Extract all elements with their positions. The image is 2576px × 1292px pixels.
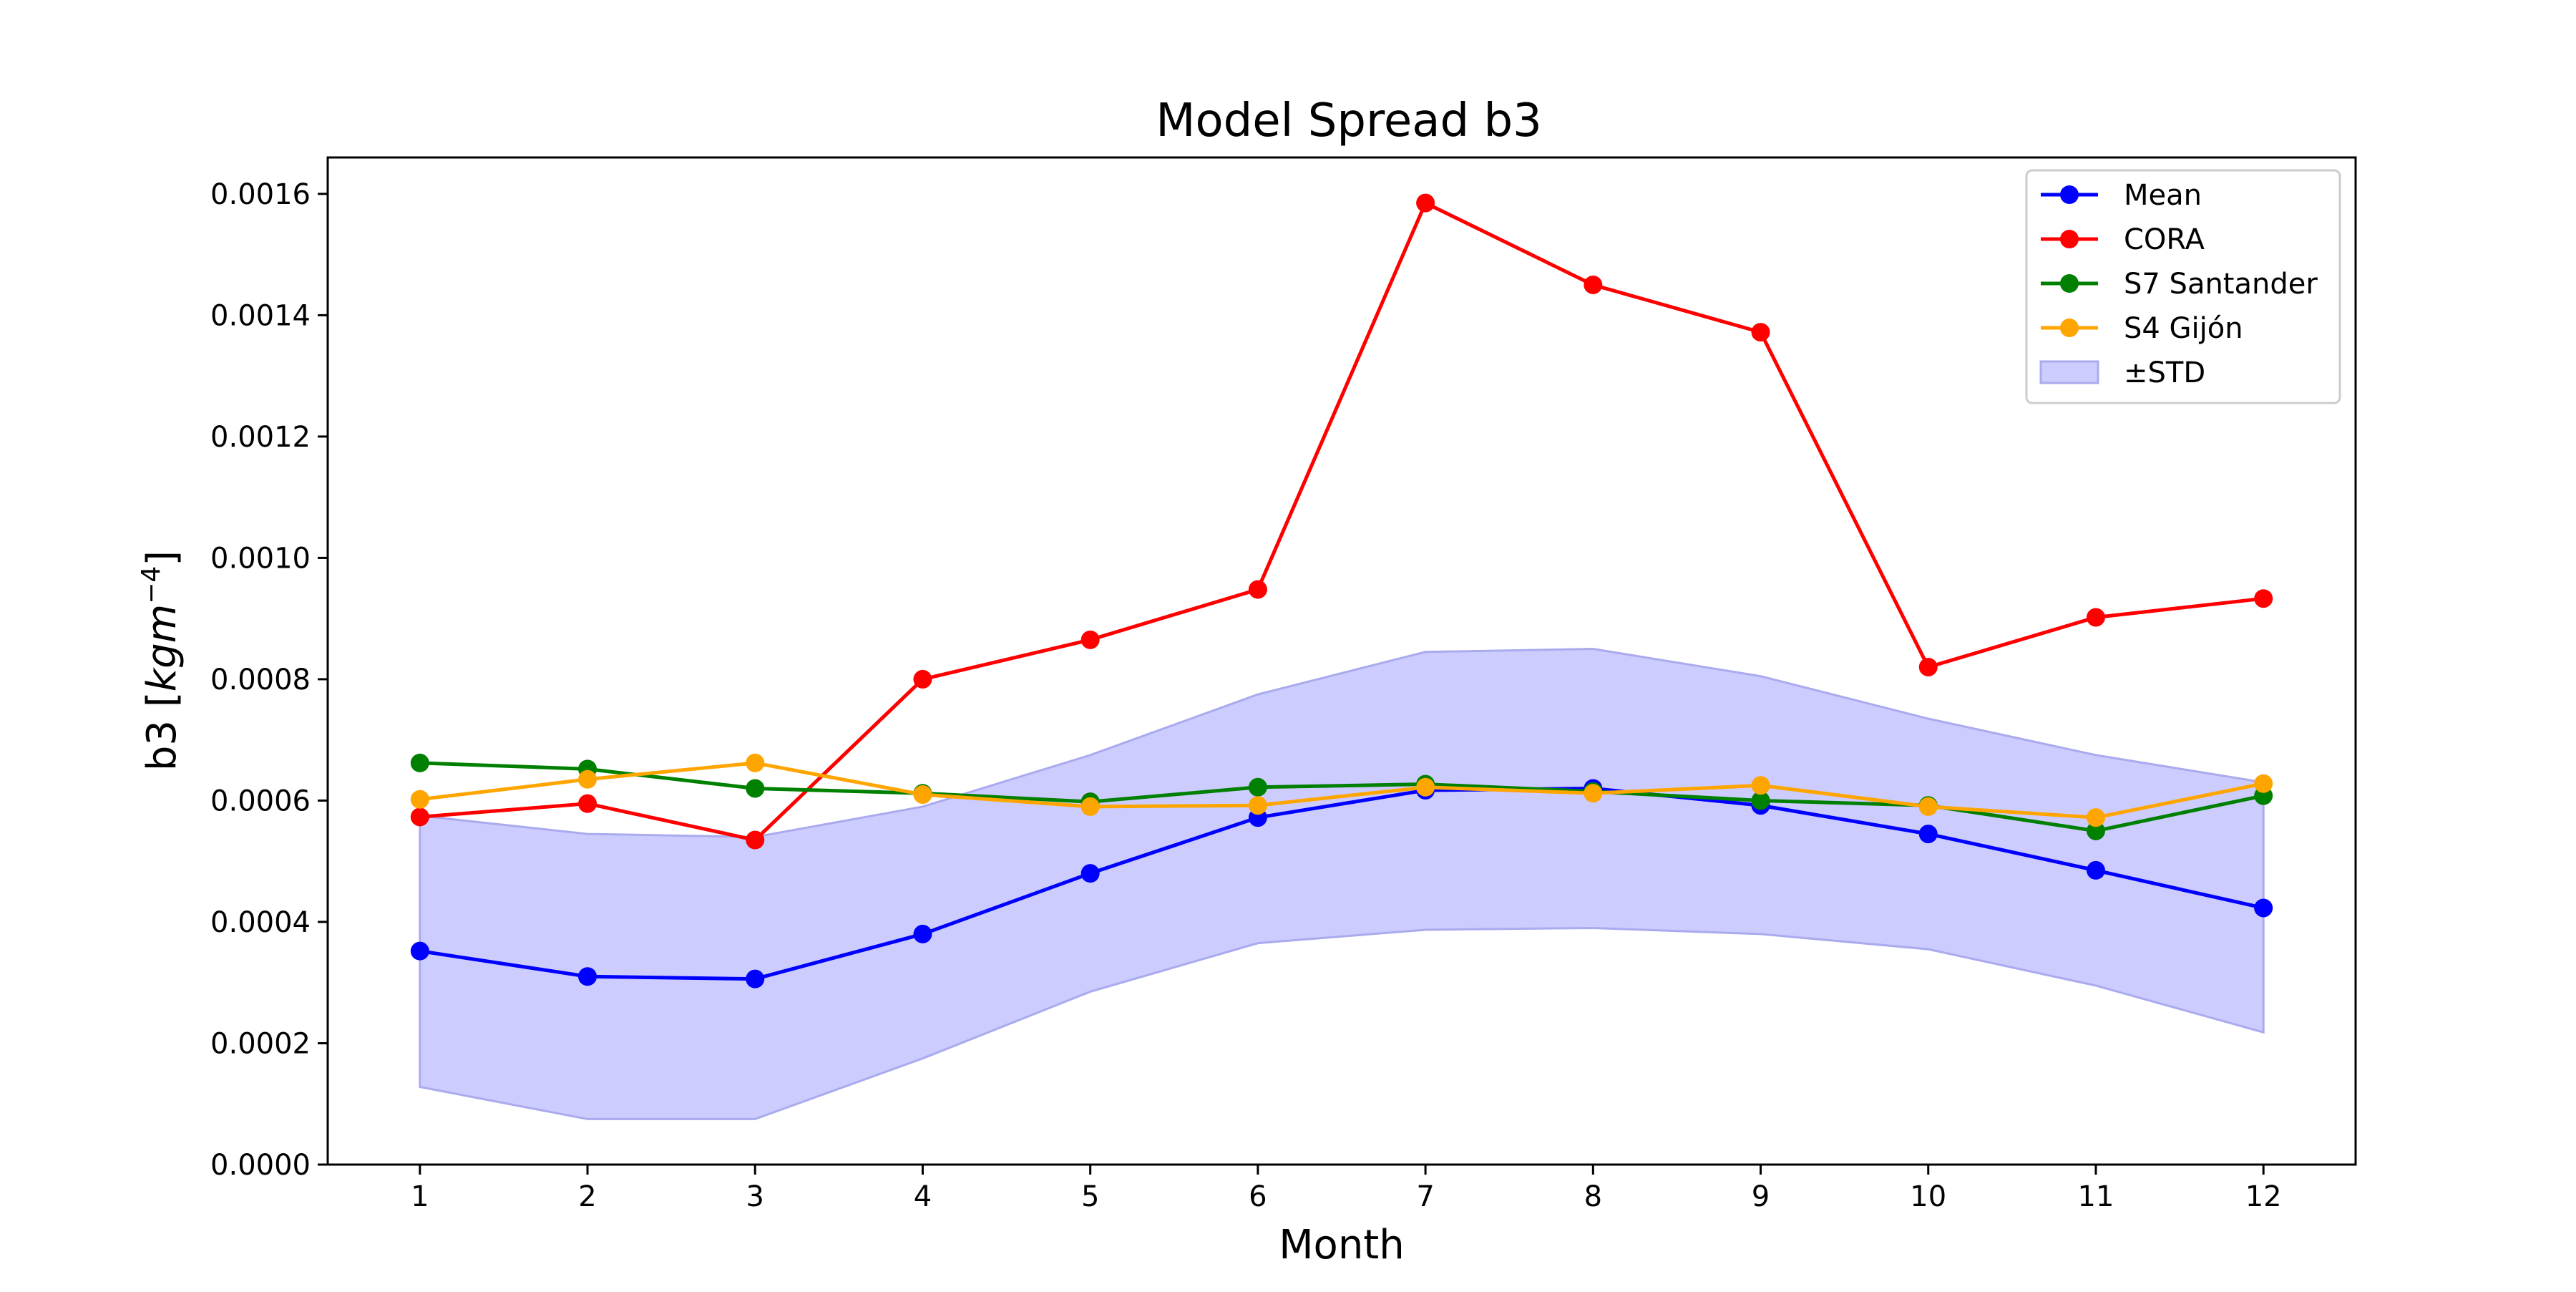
data-point	[913, 924, 932, 943]
legend-label: S7 Santander	[2124, 268, 2318, 301]
data-point	[746, 969, 765, 989]
data-point	[1584, 784, 1603, 803]
x-tick-label: 7	[1416, 1180, 1434, 1213]
data-point	[1918, 797, 1938, 816]
series-line	[419, 201, 2264, 842]
y-tick-label: 0.0006	[210, 785, 311, 817]
x-tick-label: 1	[411, 1180, 429, 1213]
y-axis-label-unit: kgm	[139, 604, 185, 692]
y-axis-ticks: 0.0000 0.0002 0.0004 0.0006 0.0008 0.0010 0.00…	[210, 178, 328, 1182]
legend: Mean CORA S7 Santander S4 Gijón ±STD	[2025, 169, 2341, 404]
data-point	[1080, 630, 1100, 649]
data-point	[1248, 580, 1267, 599]
series-layer	[410, 193, 2273, 989]
x-tick-label: 10	[1910, 1180, 1946, 1213]
legend-label: ±STD	[2124, 356, 2205, 389]
data-point	[1751, 791, 1770, 810]
legend-items: Mean CORA S7 Santander S4 Gijón ±STD	[2039, 179, 2318, 389]
data-point	[1751, 776, 1770, 795]
y-tick-label: 0.0016	[210, 178, 311, 211]
data-point	[746, 753, 765, 772]
y-axis-label-main: b3 [	[139, 691, 185, 771]
legend-marker	[2060, 185, 2079, 204]
data-point	[578, 967, 597, 986]
data-point	[2254, 589, 2273, 608]
data-point	[410, 807, 429, 827]
data-point	[1080, 797, 1100, 816]
data-point	[1248, 796, 1267, 815]
data-point	[2086, 821, 2105, 840]
data-point	[2086, 608, 2105, 627]
legend-label: CORA	[2124, 223, 2205, 256]
data-point	[2086, 860, 2105, 880]
legend-marker	[2060, 319, 2079, 337]
data-point	[746, 779, 765, 798]
data-point	[1584, 275, 1603, 294]
std-band	[419, 648, 2265, 1120]
x-tick-label: 5	[1081, 1180, 1099, 1213]
x-tick-label: 9	[1752, 1180, 1770, 1213]
data-point	[1918, 657, 1938, 676]
data-point	[1751, 323, 1770, 342]
data-point	[1080, 864, 1100, 883]
x-axis-label: Month	[1279, 1222, 1405, 1268]
legend-band-swatch	[2039, 360, 2099, 384]
x-tick-label: 8	[1584, 1180, 1602, 1213]
std-band-layer	[419, 648, 2265, 1120]
data-point	[1416, 193, 1435, 213]
y-tick-label: 0.0002	[210, 1027, 311, 1060]
y-tick-label: 0.0004	[210, 906, 311, 939]
data-point	[1248, 777, 1267, 797]
data-point	[410, 790, 429, 809]
data-point	[2254, 774, 2273, 793]
data-point	[578, 769, 597, 789]
data-point	[2254, 898, 2273, 918]
data-point	[1918, 825, 1938, 844]
series-3	[410, 753, 2273, 827]
chart-title: Model Spread b3	[1156, 94, 1542, 147]
legend-entry: S7 Santander	[2041, 268, 2318, 301]
legend-marker	[2060, 274, 2079, 293]
x-tick-label: 3	[746, 1180, 764, 1213]
legend-entry: CORA	[2041, 223, 2205, 256]
x-tick-label: 4	[914, 1180, 932, 1213]
y-tick-label: 0.0014	[210, 299, 311, 332]
y-axis-label: b3 [kgm−4]	[137, 550, 185, 771]
series-0	[410, 779, 2273, 989]
data-point	[913, 785, 932, 804]
x-tick-label: 2	[578, 1180, 596, 1213]
data-point	[1416, 777, 1435, 797]
legend-entry: Mean	[2041, 179, 2202, 212]
plot-frame	[326, 156, 2357, 1166]
series-line	[419, 786, 2264, 981]
series-1	[410, 193, 2273, 850]
data-point	[578, 794, 597, 813]
legend-label: Mean	[2124, 179, 2202, 212]
series-line	[419, 761, 2264, 820]
y-tick-label: 0.0008	[210, 664, 311, 696]
data-point	[410, 941, 429, 961]
x-tick-label: 12	[2245, 1180, 2282, 1213]
legend-entry: S4 Gijón	[2041, 312, 2243, 345]
x-tick-label: 6	[1249, 1180, 1267, 1213]
y-tick-label: 0.0012	[210, 421, 311, 454]
legend-label: S4 Gijón	[2124, 312, 2243, 345]
x-tick-label: 11	[2078, 1180, 2114, 1213]
legend-entry: ±STD	[2039, 356, 2205, 389]
data-point	[2086, 808, 2105, 827]
legend-marker	[2060, 230, 2079, 248]
data-point	[913, 669, 932, 689]
y-tick-label: 0.0000	[210, 1149, 311, 1182]
data-point	[410, 753, 429, 772]
data-point	[746, 830, 765, 850]
x-axis-ticks: 1 2 3 4 5 6 7 8 9 10 11 12	[411, 1165, 2282, 1213]
y-axis-label-exponent: −4	[137, 566, 166, 604]
legend-frame	[2025, 169, 2341, 404]
y-axis-label-close: ]	[139, 550, 185, 566]
y-tick-label: 0.0010	[210, 542, 311, 575]
